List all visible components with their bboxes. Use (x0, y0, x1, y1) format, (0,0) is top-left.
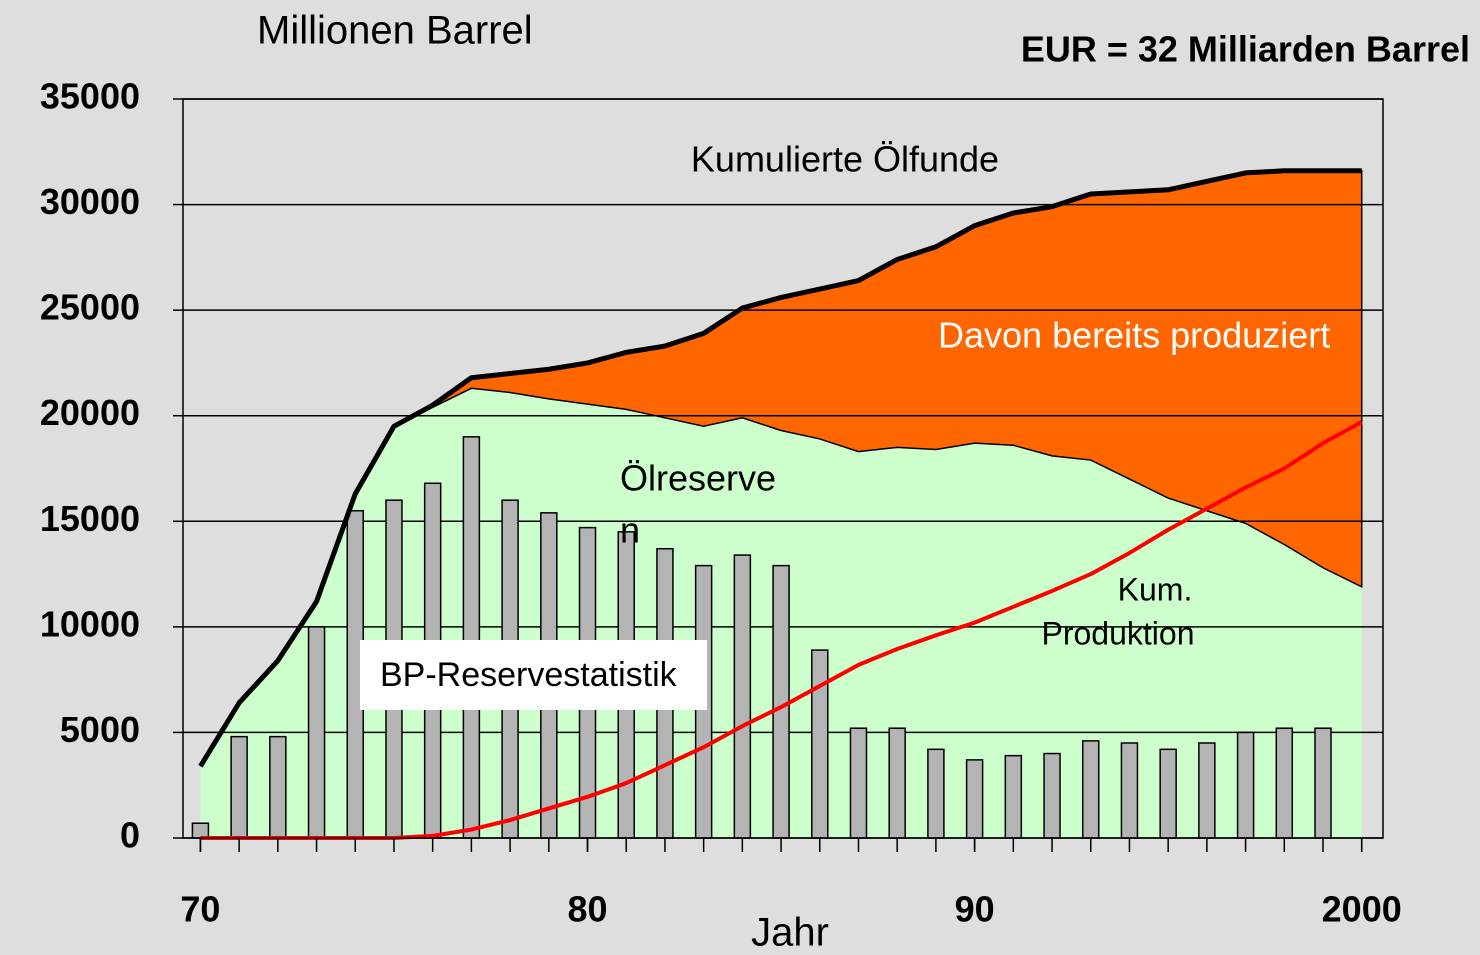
bar (849, 727, 868, 839)
bar (1159, 748, 1177, 839)
bar (1120, 742, 1139, 839)
label-box (360, 640, 707, 710)
y-tick-label: 25000 (40, 287, 140, 328)
bar (1043, 752, 1061, 839)
x-tick-label: 90 (955, 889, 995, 930)
y-tick-label: 35000 (40, 76, 140, 117)
bar (269, 735, 287, 839)
bar (191, 822, 210, 839)
series-label: Davon bereits produziert (938, 315, 1330, 356)
bar (1314, 727, 1332, 839)
bar (307, 626, 326, 839)
x-tick-label: 2000 (1322, 889, 1402, 930)
chart-title: EUR = 32 Milliarden Barrel (1021, 29, 1470, 70)
x-tick-label: 80 (567, 889, 607, 930)
y-tick-label: 30000 (40, 181, 140, 222)
series-label: Kumulierte Ölfunde (691, 139, 999, 180)
y-tick-label: 0 (120, 815, 140, 856)
y-tick-label: 5000 (60, 709, 140, 750)
bar (927, 748, 945, 839)
plot-frame (182, 98, 1384, 839)
y-tick-label: 15000 (40, 498, 140, 539)
series-label: Kum. (1118, 571, 1193, 607)
series-label: Ölreserve (620, 458, 776, 499)
y-axis-label: Millionen Barrel (257, 9, 533, 53)
series-label: Produktion (1042, 615, 1195, 651)
bar (1004, 754, 1023, 839)
bar (1198, 742, 1216, 839)
series-label: BP-Reservestatistik (380, 656, 678, 694)
x-axis-label: Jahr (751, 911, 829, 955)
discoveries-line (198, 168, 1362, 768)
bar (1081, 740, 1100, 839)
bar (811, 649, 829, 839)
bar (888, 727, 906, 839)
bar (1275, 727, 1294, 839)
bar (733, 554, 752, 839)
bar (1236, 731, 1255, 839)
x-tick-label: 70 (180, 889, 220, 930)
y-tick-label: 20000 (40, 392, 140, 433)
series-label: n (620, 510, 640, 551)
bar (965, 759, 984, 839)
bar (230, 735, 248, 839)
bar (462, 436, 481, 839)
y-tick-label: 10000 (40, 603, 140, 644)
